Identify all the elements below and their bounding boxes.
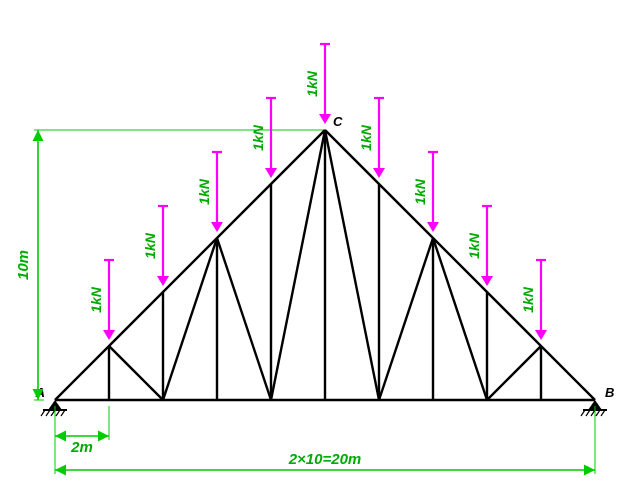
load-label: 1kN (520, 286, 536, 313)
dim-height-label: 10m (15, 250, 32, 280)
apex-label: C (333, 114, 343, 129)
load-arrowhead (481, 276, 493, 286)
load-label: 1kN (358, 124, 374, 151)
diagonal-member (163, 238, 217, 400)
load-arrowhead (373, 168, 385, 178)
load-arrowhead (319, 114, 331, 124)
diagonal-member (109, 346, 163, 400)
load-label: 1kN (88, 286, 104, 313)
diagonal-member (379, 238, 433, 400)
load-label: 1kN (250, 124, 266, 151)
dim-span-label: 2×10=20m (288, 451, 362, 468)
load-label: 1kN (142, 232, 158, 259)
top-chord-left (55, 130, 325, 400)
load-label: 1kN (196, 178, 212, 205)
support-label: A (35, 385, 45, 400)
diagonal-member (487, 346, 541, 400)
load-arrowhead (157, 276, 169, 286)
load-arrowhead (103, 330, 115, 340)
load-label: 1kN (304, 70, 320, 97)
load-arrowhead (211, 222, 223, 232)
load-arrowhead (427, 222, 439, 232)
diagonal-member (217, 238, 271, 400)
truss-diagram: 1kN 1kN 1kN 1kN 1kN 1kN 1kN 1kN 1kN A B C 10m 2m 2×10=… (0, 0, 627, 501)
diagonal-member (433, 238, 487, 400)
load-label: 1kN (466, 232, 482, 259)
top-chord-right (325, 130, 595, 400)
load-arrowhead (535, 330, 547, 340)
diagonal-member (271, 130, 325, 400)
load-arrowhead (265, 168, 277, 178)
diagonal-member (325, 130, 379, 400)
load-label: 1kN (412, 178, 428, 205)
dim-bay-label: 2m (70, 439, 93, 456)
support-label: B (605, 385, 614, 400)
